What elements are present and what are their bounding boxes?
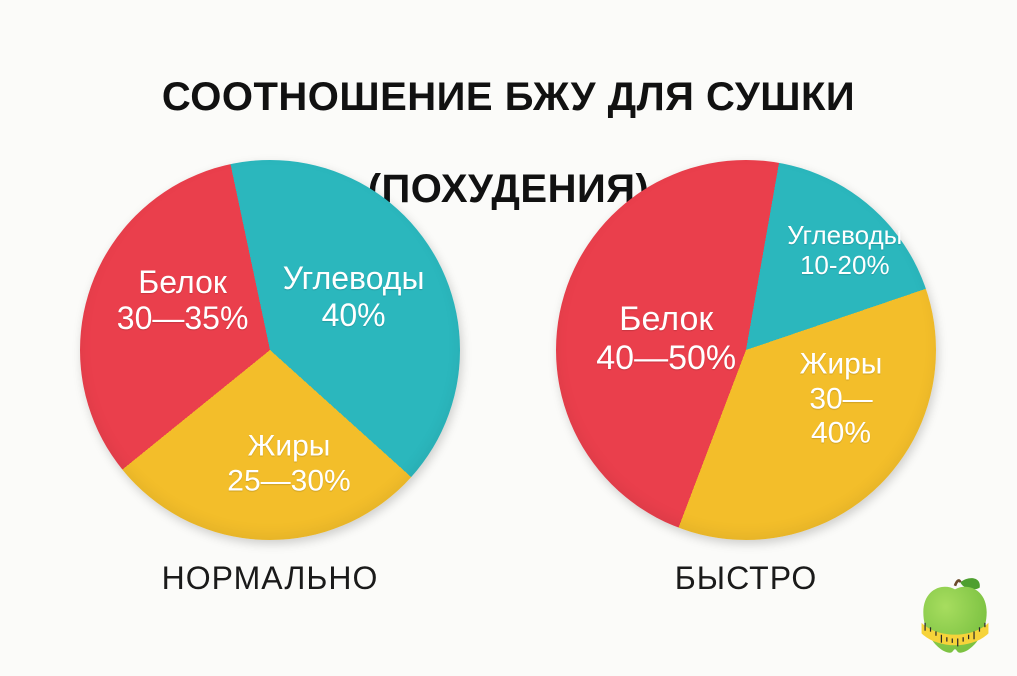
- chart-fast: Углеводы 10-20%Жиры 30—40%Белок 40—50% Б…: [556, 160, 936, 540]
- slice-label-carbs: Углеводы 10-20%: [787, 221, 902, 281]
- apple-with-tape-icon: [911, 570, 999, 658]
- title-line1: СООТНОШЕНИЕ БЖУ ДЛЯ СУШКИ: [162, 75, 855, 119]
- caption-normal: НОРМАЛЬНО: [80, 560, 460, 597]
- slice-label-protein: Белок 30—35%: [117, 264, 249, 338]
- slice-label-carbs: Углеводы 40%: [283, 260, 425, 334]
- caption-fast: БЫСТРО: [556, 560, 936, 597]
- slice-label-protein: Белок 40—50%: [596, 300, 736, 378]
- chart-normal: Углеводы 40%Жиры 25—30%Белок 30—35% НОРМ…: [80, 160, 460, 540]
- slice-label-fat: Жиры 25—30%: [227, 430, 350, 499]
- slice-label-fat: Жиры 30—40%: [794, 348, 889, 452]
